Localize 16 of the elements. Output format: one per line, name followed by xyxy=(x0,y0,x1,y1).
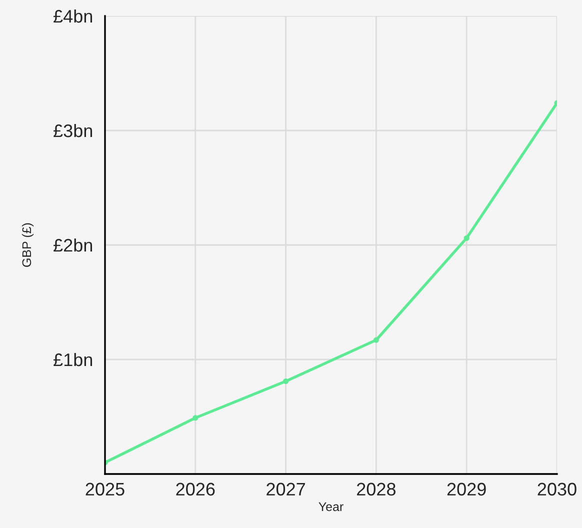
y-tick-label: £2bn xyxy=(54,238,92,252)
point xyxy=(373,337,379,343)
x-tick-label: 2027 xyxy=(266,482,305,496)
x-tick-label: 2026 xyxy=(176,482,215,496)
x-tick-label: 2028 xyxy=(357,482,396,496)
y-tick-label: £1bn xyxy=(54,352,92,366)
point xyxy=(192,415,198,421)
y-tick-label: £3bn xyxy=(54,124,92,138)
point xyxy=(283,378,289,384)
x-tick-label: 2029 xyxy=(447,482,486,496)
y-axis-title: GBP (£) xyxy=(22,223,34,267)
y-tick-label: £4bn xyxy=(54,9,92,23)
x-axis-title: Year xyxy=(318,502,344,512)
x-tick-label: 2030 xyxy=(538,482,576,496)
point xyxy=(464,235,470,241)
x-tick-label: 2025 xyxy=(86,482,124,496)
